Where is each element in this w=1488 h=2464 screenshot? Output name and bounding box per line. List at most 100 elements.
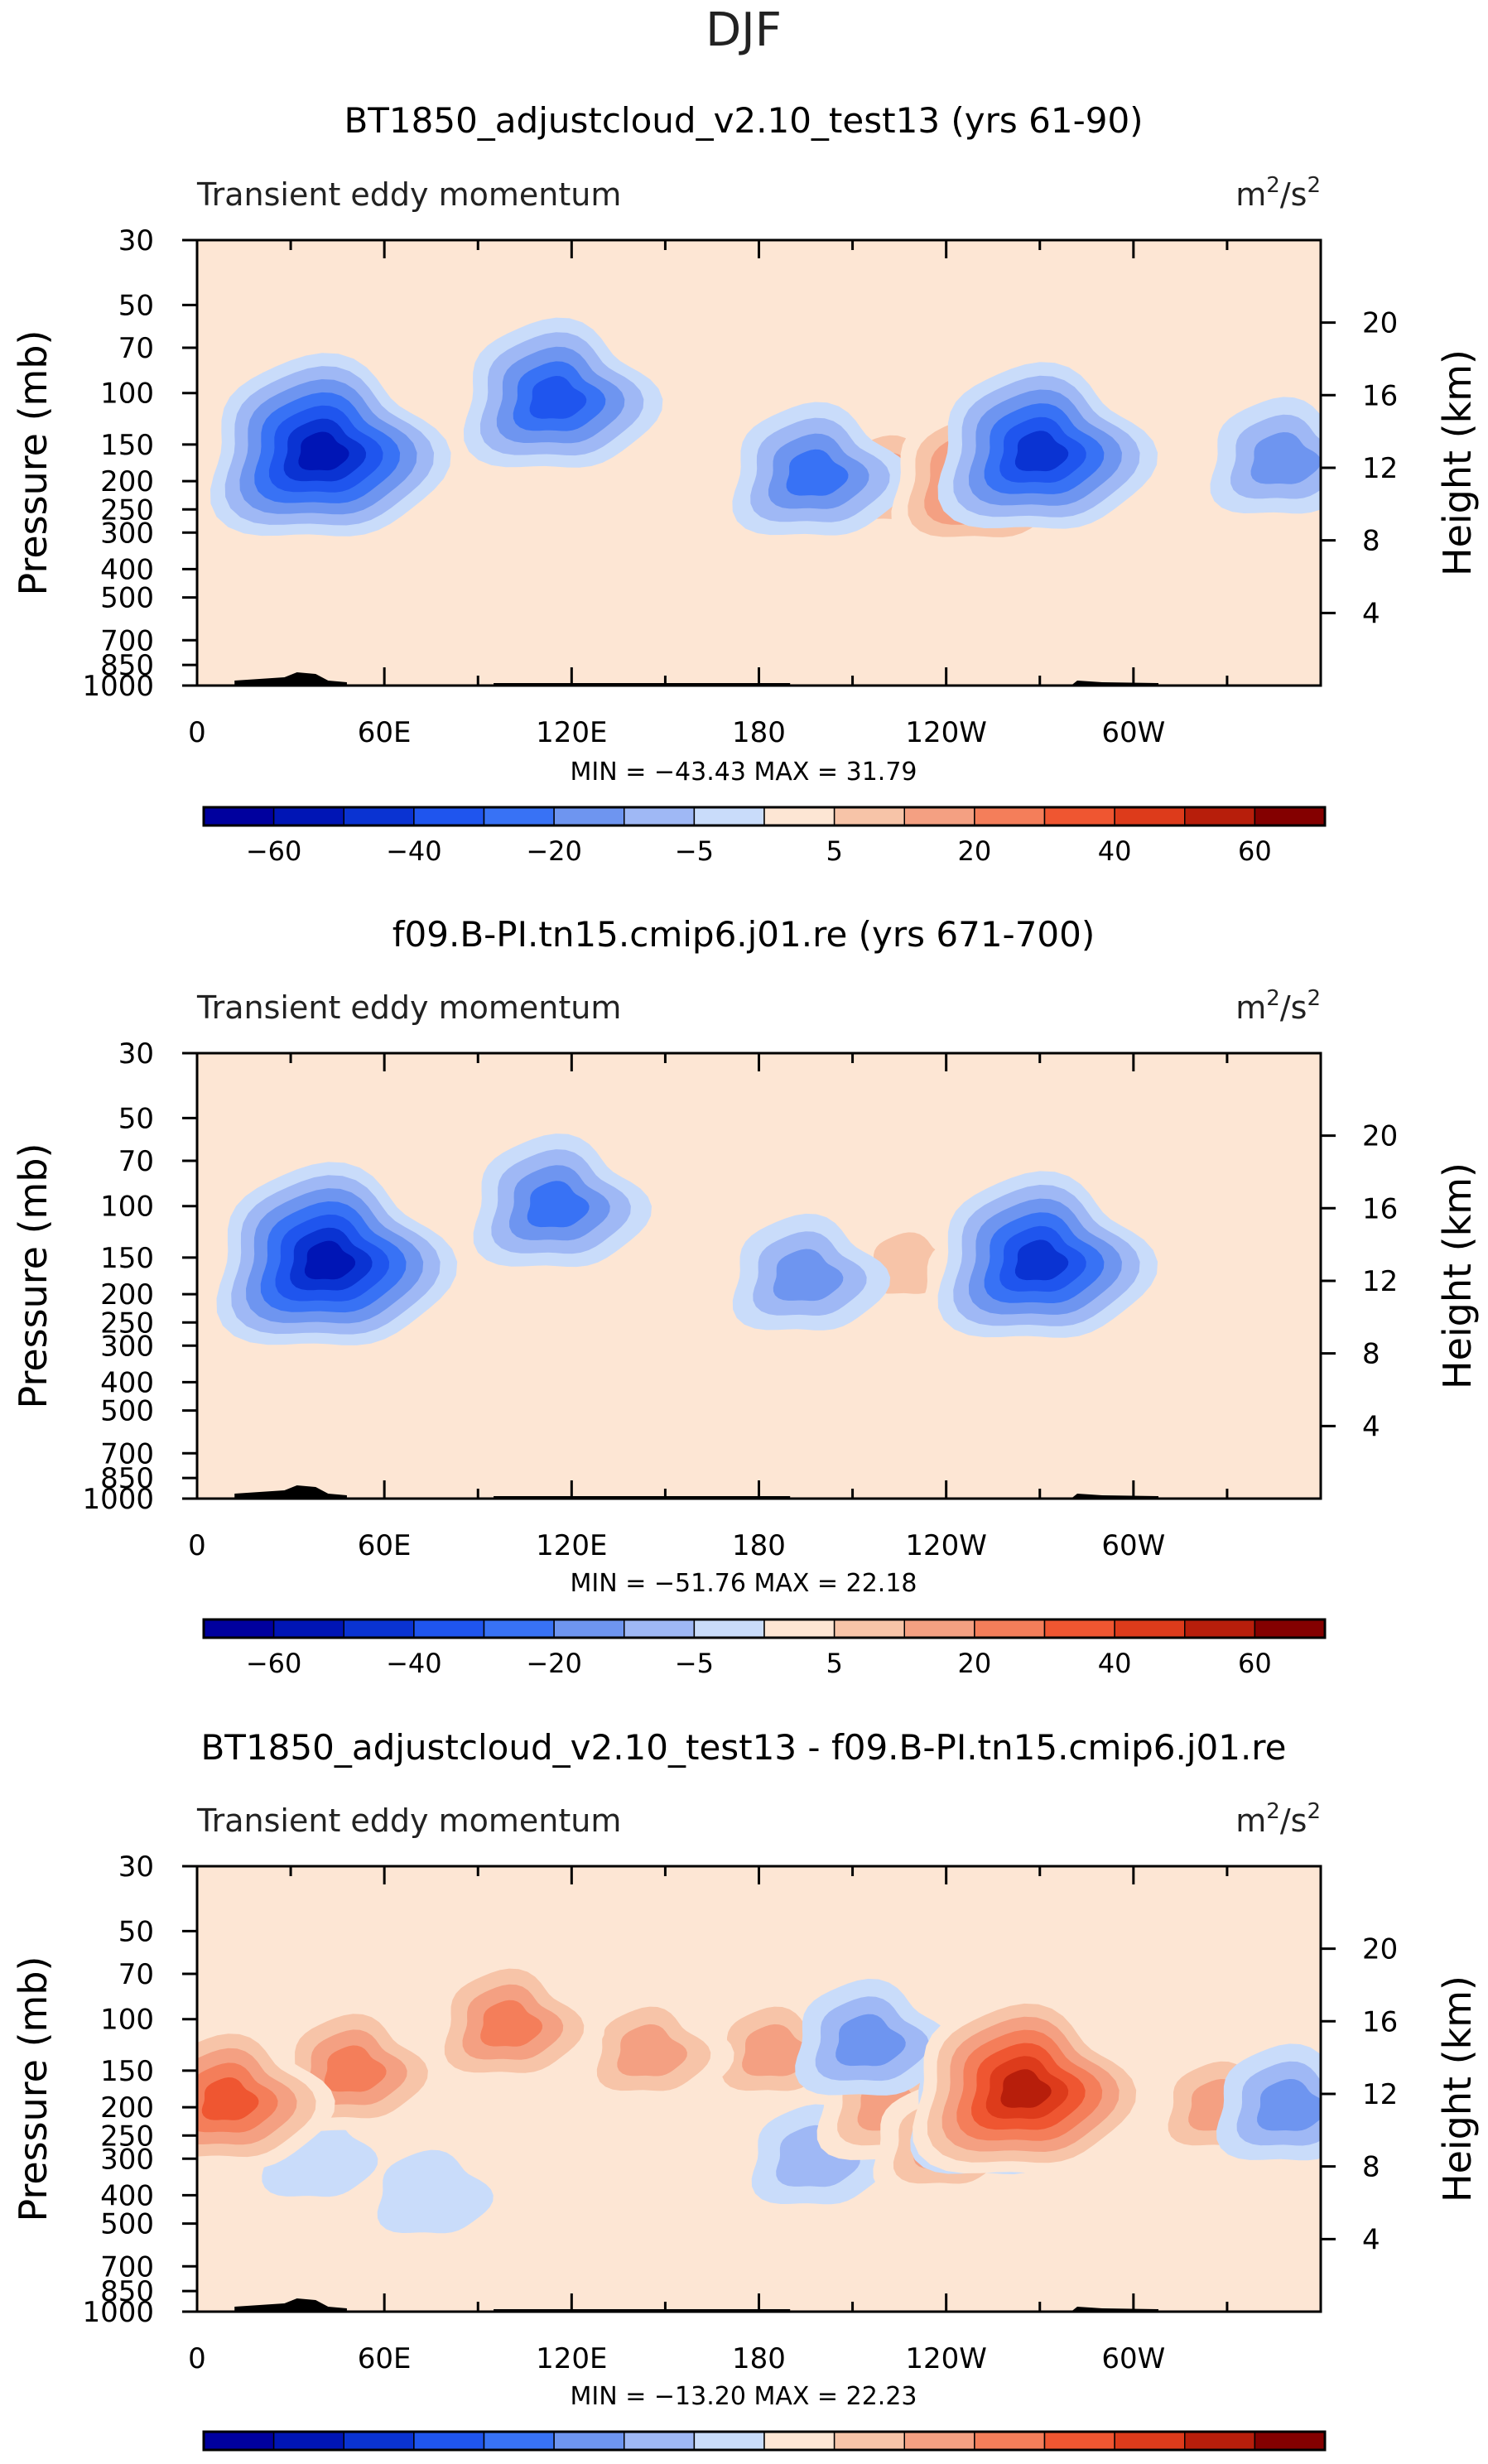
x-axis: 0 60E 120E 180 120W 60W <box>188 1866 1322 2375</box>
x-tick-label: 120E <box>536 1529 607 1562</box>
colorbar-swatch <box>1184 1619 1256 1639</box>
colorbar-label: 20 <box>958 835 992 867</box>
y-tick-label: 50 <box>118 1915 154 1948</box>
colorbar-swatch <box>763 806 835 826</box>
x-tick-label: 180 <box>732 1529 786 1562</box>
y-axis-label: Pressure (mb) <box>11 330 55 596</box>
contour-level <box>752 538 869 623</box>
contour-level <box>304 1240 356 1280</box>
colorbar-label: −1 <box>675 2460 714 2464</box>
colorbar-label: −4 <box>535 2460 574 2464</box>
y-tick-label: 300 <box>100 517 154 550</box>
contour-feature <box>576 1989 734 2106</box>
colorbar: −60 −40 −20 −5 5 20 40 60 <box>202 1618 1327 1679</box>
chart-title: BT1850_adjustcloud_v2.10_test13 - f09.B-… <box>200 1727 1286 1768</box>
y2-tick-label: 12 <box>1362 452 1398 485</box>
chart-panel: BT1850_adjustcloud_v2.10_test13 - f09.B-… <box>11 1727 1480 2464</box>
colorbar-frame <box>202 806 1327 827</box>
colorbar-label: −2 <box>604 2460 643 2464</box>
x-tick-label: 0 <box>188 1529 206 1562</box>
y2-tick-label: 16 <box>1362 2005 1398 2038</box>
colorbar-label: −10 <box>315 2460 372 2464</box>
y-tick-label: 70 <box>118 1145 154 1178</box>
contour-level <box>201 2077 259 2120</box>
y-tick-label: 700 <box>100 1437 154 1470</box>
y2-tick-label: 16 <box>1362 1192 1398 1225</box>
contour-level <box>617 2024 687 2077</box>
colorbar-label: −5 <box>675 1648 714 1679</box>
colorbar: −12−10−8−6−4−2−10124681012 <box>202 2430 1327 2464</box>
colorbar-label: 40 <box>1098 1648 1132 1679</box>
colorbar-label: 4 <box>966 2460 983 2464</box>
figure-title: DJF <box>705 3 782 57</box>
colorbar-swatch <box>272 1619 344 1639</box>
contour-feature <box>1251 1172 1321 1257</box>
contour-feature <box>197 2019 335 2169</box>
contour-feature <box>752 538 869 623</box>
x-tick-label: 60W <box>1101 716 1165 749</box>
minmax-label: MIN = −51.76 MAX = 22.18 <box>571 1569 917 1598</box>
contour-feature <box>377 2149 494 2234</box>
chart-left-label: Transient eddy momentum <box>196 1802 621 1839</box>
y2-axis: 20 16 12 8 4 Height (km) <box>1321 307 1480 630</box>
x-tick-label: 120E <box>536 716 607 749</box>
colorbar-swatch <box>413 1619 485 1639</box>
colorbar-label: 8 <box>1106 2460 1123 2464</box>
colorbar-swatch <box>483 1619 555 1639</box>
colorbar-swatch <box>272 806 344 826</box>
colorbar-label: −6 <box>465 2460 503 2464</box>
y-tick-label: 850 <box>100 2275 154 2308</box>
x-tick-label: 120W <box>905 716 987 749</box>
y-tick-label: 500 <box>100 1395 154 1428</box>
y-tick-label: 100 <box>100 2004 154 2037</box>
y-tick-label: 50 <box>118 289 154 322</box>
y2-tick-label: 16 <box>1362 379 1398 412</box>
contour-level <box>1257 2079 1321 2131</box>
colorbar-label: 60 <box>1238 835 1272 867</box>
x-tick-label: 180 <box>732 716 786 749</box>
y2-tick-label: 8 <box>1362 2151 1380 2184</box>
y2-tick-label: 12 <box>1362 2078 1398 2111</box>
colorbar-label: 0 <box>756 2460 773 2464</box>
chart-title: f09.B-PI.tn15.cmip6.j01.re (yrs 671-700) <box>392 914 1096 955</box>
chart-title: BT1850_adjustcloud_v2.10_test13 (yrs 61-… <box>344 100 1143 141</box>
colorbar-swatch <box>343 2431 415 2451</box>
colorbar-label: 6 <box>1036 2460 1052 2464</box>
contour-feature <box>937 1171 1158 1338</box>
x-axis: 0 60E 120E 180 120W 60W <box>188 240 1322 749</box>
y-tick-label: 200 <box>100 465 154 498</box>
y-tick-label: 30 <box>118 224 154 257</box>
contour-level <box>480 2000 543 2047</box>
colorbar-label: 40 <box>1098 835 1132 867</box>
contour-feature <box>752 1351 869 1436</box>
contour-level <box>1014 1239 1069 1281</box>
x-tick-label: 60W <box>1101 1529 1165 1562</box>
y-tick-label: 200 <box>100 1278 154 1311</box>
contour-feature <box>913 1990 1153 2174</box>
y2-tick-label: 4 <box>1362 2223 1380 2256</box>
minmax-label: MIN = −43.43 MAX = 31.79 <box>571 758 917 787</box>
y-tick-label: 300 <box>100 2143 154 2176</box>
chart-panel: BT1850_adjustcloud_v2.10_test13 (yrs 61-… <box>11 100 1480 867</box>
colorbar-label: −12 <box>246 2460 302 2464</box>
colorbar-label: 5 <box>826 1648 842 1679</box>
colorbar-label: 1 <box>826 2460 842 2464</box>
colorbar-label: −20 <box>526 1648 582 1679</box>
contour-feature <box>426 1952 605 2086</box>
colorbar-swatch <box>203 1619 275 1639</box>
colorbar-swatch <box>1114 2431 1186 2451</box>
colorbar-swatch <box>413 2431 485 2451</box>
y-tick-label: 850 <box>100 649 154 682</box>
colorbar-swatch <box>624 1619 696 1639</box>
x-tick-label: 180 <box>732 2342 786 2375</box>
colorbar-swatch <box>833 2431 905 2451</box>
colorbar-swatch <box>1114 1619 1186 1639</box>
y-tick-label: 400 <box>100 2179 154 2212</box>
colorbar-swatch <box>553 2431 625 2451</box>
y-tick-label: 400 <box>100 553 154 586</box>
contour-level <box>773 1249 844 1302</box>
colorbar-swatch <box>833 1619 905 1639</box>
chart-left-label: Transient eddy momentum <box>196 989 621 1026</box>
colorbar-swatch <box>693 2431 765 2451</box>
